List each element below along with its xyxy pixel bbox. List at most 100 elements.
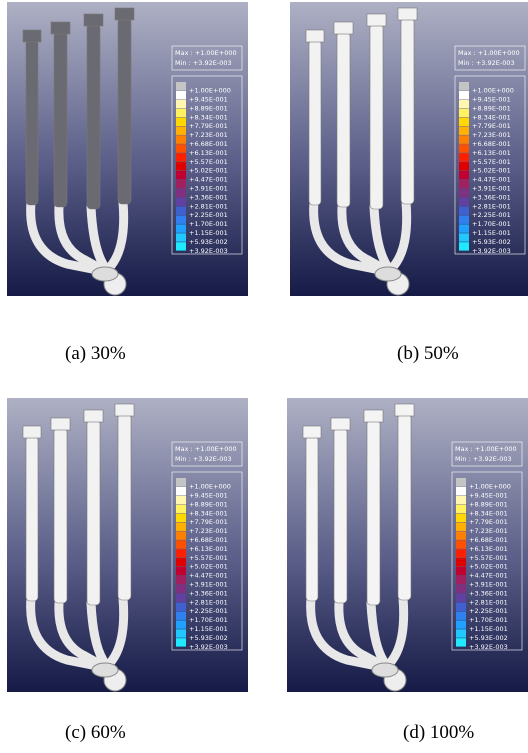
legend-swatch: [459, 91, 469, 99]
legend-label: +5.02E-001: [189, 563, 228, 571]
legend-swatch: [176, 540, 186, 548]
legend-label: +2.25E-001: [189, 211, 228, 219]
legend-swatch: [459, 135, 469, 143]
simulation: Max : +1.00E+000Min : +3.92E-003+1.00E+0…: [7, 398, 248, 692]
legend-swatch: [176, 171, 186, 179]
panel: Max : +1.00E+000Min : +3.92E-003+1.00E+0…: [287, 398, 528, 692]
legend-label: +1.70E-001: [469, 616, 508, 624]
legend-swatch: [176, 638, 186, 646]
legend-swatch: [176, 496, 186, 504]
legend-swatch: [456, 594, 466, 602]
legend-swatch: [456, 612, 466, 620]
legend-swatch: [176, 478, 186, 486]
legend-swatch: [176, 109, 186, 117]
legend-label: +5.02E-001: [469, 563, 508, 571]
legend-swatch: [176, 198, 186, 206]
legend-max: Max : +1.00E+000: [175, 49, 237, 57]
legend-swatch: [176, 189, 186, 197]
legend-label: +3.36E-001: [189, 193, 228, 201]
legend-swatch: [456, 638, 466, 646]
legend-swatch: [456, 576, 466, 584]
legend-label: +5.93E-002: [189, 238, 228, 246]
legend-label: +3.36E-001: [472, 193, 511, 201]
legend-label: +8.34E-001: [189, 113, 228, 121]
legend-label: +9.45E-001: [472, 96, 511, 104]
legend-swatch: [176, 576, 186, 584]
legend-swatch: [176, 567, 186, 575]
simulation: Max : +1.00E+000Min : +3.92E-003+1.00E+0…: [290, 2, 528, 296]
legend-swatch: [459, 207, 469, 215]
legend-label: +6.13E-001: [469, 545, 508, 553]
legend-swatch: [459, 162, 469, 170]
legend-label: +7.79E-001: [472, 122, 511, 130]
legend-label: +5.57E-001: [472, 158, 511, 166]
legend-swatch: [176, 603, 186, 611]
legend-label: +8.89E-001: [189, 104, 228, 112]
legend-label: +5.57E-001: [469, 554, 508, 562]
legend-label: +6.68E-001: [189, 536, 228, 544]
legend-swatch: [176, 135, 186, 143]
legend-label: +3.91E-001: [189, 581, 228, 589]
legend-label: +1.70E-001: [189, 220, 228, 228]
legend-label: +8.34E-001: [472, 113, 511, 121]
legend-label: +3.92E-003: [189, 643, 228, 651]
legend-label: +1.70E-001: [189, 616, 228, 624]
legend-swatch: [456, 514, 466, 522]
legend-swatch: [176, 91, 186, 99]
legend-swatch: [459, 198, 469, 206]
legend-swatch: [176, 523, 186, 531]
legend-label: +2.81E-001: [469, 598, 508, 606]
legend-label: +5.57E-001: [189, 158, 228, 166]
legend-label: +9.45E-001: [469, 492, 508, 500]
legend-swatch: [459, 118, 469, 126]
legend-max: Max : +1.00E+000: [175, 445, 237, 453]
legend-label: +2.25E-001: [469, 607, 508, 615]
legend-label: +7.79E-001: [189, 518, 228, 526]
legend-label: +8.89E-001: [189, 500, 228, 508]
legend-label: +4.47E-001: [469, 572, 508, 580]
legend-swatch: [176, 629, 186, 637]
legend-swatch: [459, 224, 469, 232]
legend-swatch: [456, 505, 466, 513]
legend-label: +6.68E-001: [189, 140, 228, 148]
legend-swatch: [456, 496, 466, 504]
legend-swatch: [176, 216, 186, 224]
legend-swatch: [456, 531, 466, 539]
legend-label: +3.92E-003: [472, 247, 511, 255]
legend-label: +3.92E-003: [469, 643, 508, 651]
legend-swatch: [456, 629, 466, 637]
legend-swatch: [456, 585, 466, 593]
legend-label: +6.13E-001: [189, 149, 228, 157]
legend-label: +8.34E-001: [469, 509, 508, 517]
legend-swatch: [459, 82, 469, 90]
legend-swatch: [456, 567, 466, 575]
legend-swatch: [176, 118, 186, 126]
legend-min: Min : +3.92E-003: [455, 455, 512, 463]
legend-max: Max : +1.00E+000: [455, 445, 517, 453]
legend-swatch: [176, 233, 186, 241]
legend-label: +1.15E-001: [472, 229, 511, 237]
legend-swatch: [459, 242, 469, 250]
legend-swatch: [176, 153, 186, 161]
legend-label: +8.89E-001: [472, 104, 511, 112]
legend-label: +3.36E-001: [469, 589, 508, 597]
legend-label: +3.91E-001: [189, 185, 228, 193]
legend-swatch: [459, 171, 469, 179]
legend-swatch: [176, 180, 186, 188]
legend-min: Min : +3.92E-003: [175, 455, 232, 463]
caption: (a) 30%: [65, 343, 126, 365]
legend-label: +5.93E-002: [469, 634, 508, 642]
page: Max : +1.00E+000Min : +3.92E-003+1.00E+0…: [0, 0, 528, 753]
legend-label: +3.91E-001: [469, 581, 508, 589]
legend-swatch: [176, 242, 186, 250]
legend-min: Min : +3.92E-003: [175, 59, 232, 67]
legend-swatch: [176, 162, 186, 170]
legend-swatch: [176, 620, 186, 628]
legend-swatch: [459, 144, 469, 152]
legend-swatch: [456, 478, 466, 486]
legend-label: +6.13E-001: [189, 545, 228, 553]
legend-swatch: [176, 514, 186, 522]
